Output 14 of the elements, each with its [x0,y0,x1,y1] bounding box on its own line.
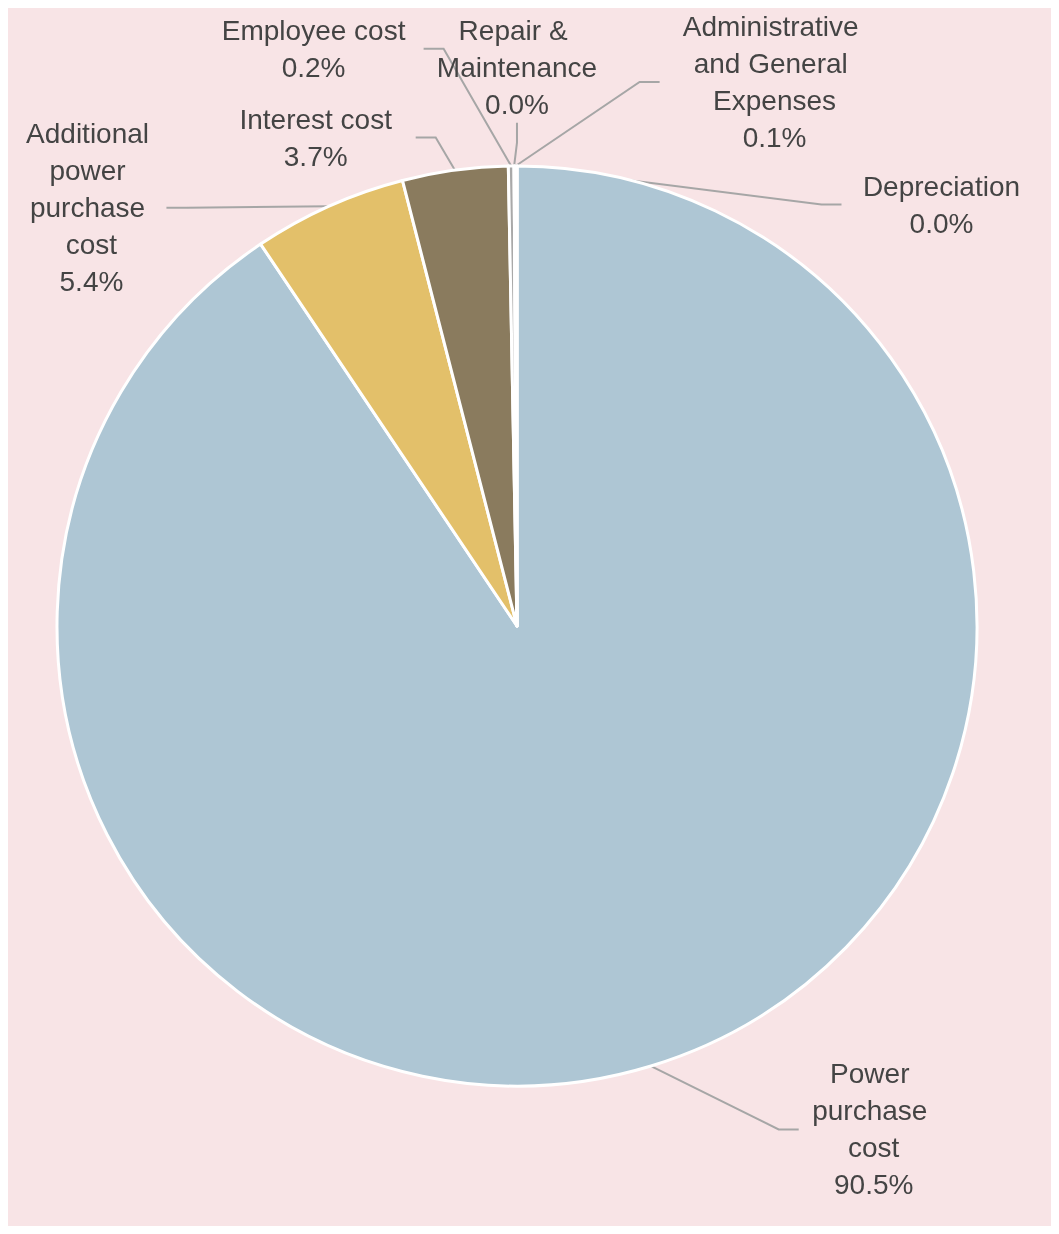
data-label: 3.7% [283,140,348,172]
data-label: 0.1% [742,122,807,153]
slice-label: Interest cost [239,103,393,135]
data-label: 90.5% [833,1169,914,1201]
text: 0.0% [485,88,549,120]
slice-label: Employee cost [221,14,406,46]
data-label: 5.4% [59,266,124,298]
slice-label: Power purchase cost [812,1058,936,1164]
slice-label: Administrative and General Expenses [682,11,867,116]
category-label: Depreciation [862,170,1021,202]
category-label: Repair & Maintenance [436,14,598,83]
data-label: 0.2% [281,51,346,83]
text: 0.0% [909,207,974,239]
slice-label: Additional power purchase cost [26,118,157,261]
